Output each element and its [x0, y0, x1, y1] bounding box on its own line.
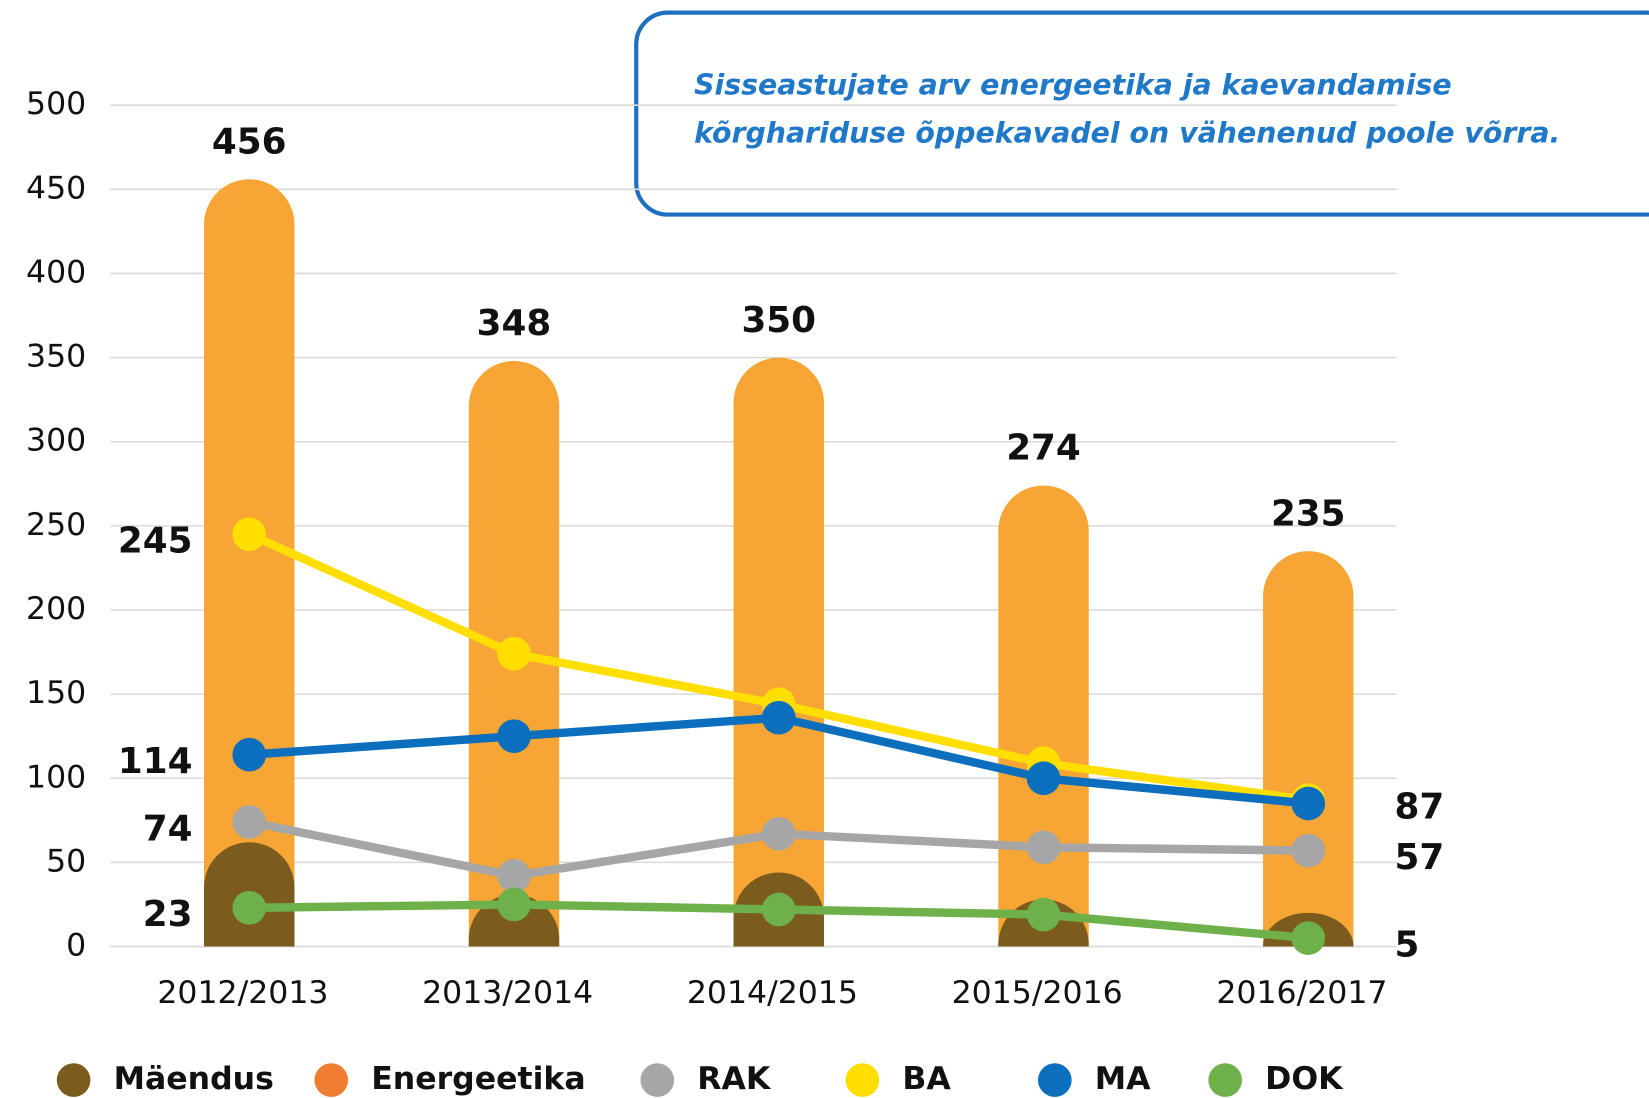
point	[497, 636, 531, 671]
legend-label: Mäendus	[114, 1061, 274, 1097]
data-label: 57	[1394, 837, 1444, 878]
data-label: 456	[212, 121, 287, 162]
legend-label: BA	[902, 1061, 951, 1097]
bar	[1263, 551, 1354, 947]
data-label: 350	[741, 300, 816, 341]
point	[761, 816, 796, 851]
point	[1026, 897, 1061, 932]
legend-marker	[640, 1063, 675, 1097]
annotation-box	[634, 10, 1649, 217]
point	[1291, 921, 1326, 955]
y-tick-label: 450	[26, 170, 86, 206]
bar	[998, 485, 1089, 947]
point	[761, 892, 796, 927]
data-label: 74	[143, 808, 193, 849]
legend-label: DOK	[1265, 1061, 1344, 1097]
legend-marker	[314, 1063, 349, 1097]
legend-marker	[1208, 1063, 1243, 1097]
legend-label: MA	[1095, 1061, 1151, 1097]
point	[1291, 786, 1326, 821]
y-tick-label: 250	[26, 507, 86, 543]
y-tick-label: 50	[46, 843, 86, 879]
x-tick-label: 2016/2017	[1216, 975, 1387, 1011]
annotation: Sisseastujate arv energeetika ja kaevand…	[694, 68, 1451, 101]
data-label: 348	[477, 303, 552, 344]
bar	[733, 357, 824, 947]
data-label: 274	[1006, 428, 1081, 469]
x-tick-label: 2014/2015	[687, 975, 858, 1011]
point	[497, 887, 531, 922]
y-tick-label: 500	[26, 86, 86, 122]
y-tick-label: 300	[26, 423, 86, 459]
x-tick-label: 2013/2014	[422, 975, 593, 1011]
point	[1026, 830, 1061, 865]
legend-marker	[845, 1063, 880, 1097]
point	[232, 805, 267, 839]
y-tick-label: 400	[26, 254, 86, 290]
legend-marker	[1037, 1063, 1072, 1097]
legend-label: RAK	[697, 1061, 772, 1097]
data-label: 235	[1271, 493, 1346, 534]
y-tick-label: 200	[26, 591, 86, 627]
y-tick-label: 100	[26, 759, 86, 795]
point	[232, 737, 267, 772]
point	[497, 719, 531, 754]
data-label: 5	[1394, 925, 1419, 966]
annotation: kõrghariduse õppekavadel on vähenenud po…	[694, 117, 1560, 150]
point	[1026, 761, 1061, 796]
point	[232, 517, 267, 552]
data-label: 87	[1394, 787, 1444, 828]
y-tick-label: 350	[26, 339, 86, 375]
legend-label: Energeetika	[371, 1061, 585, 1097]
legend-marker	[56, 1063, 91, 1097]
y-tick-label: 150	[26, 675, 86, 711]
data-label: 245	[118, 521, 193, 562]
x-tick-label: 2012/2013	[157, 975, 328, 1011]
point	[497, 859, 531, 893]
data-label: 23	[143, 894, 193, 935]
y-tick-label: 0	[66, 928, 86, 964]
data-label: 114	[118, 741, 193, 782]
point	[1291, 833, 1326, 868]
point	[761, 700, 796, 735]
x-tick-label: 2015/2016	[952, 975, 1123, 1011]
point	[232, 890, 267, 925]
